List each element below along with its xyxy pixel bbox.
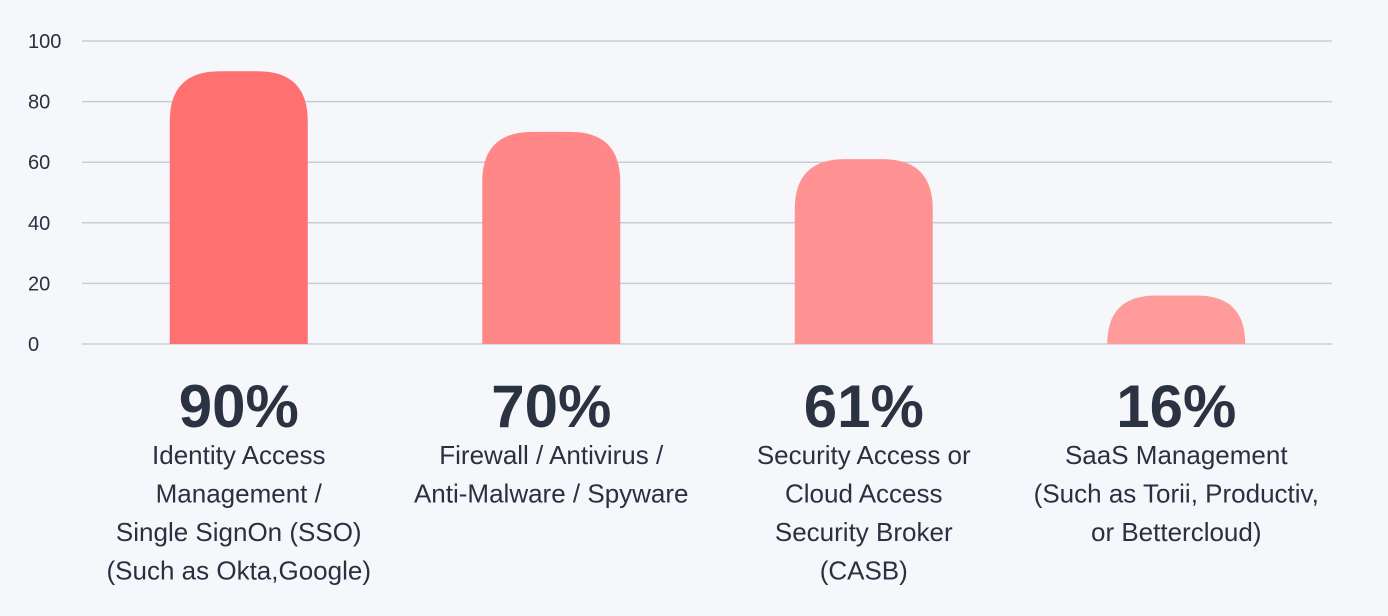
bar-1	[169, 71, 308, 345]
y-axis-ticks: 0 20 40 60 80 100	[28, 31, 61, 356]
bar-2	[482, 131, 621, 344]
category-label-1-line-2: Management /	[156, 479, 323, 509]
bar-4	[1107, 295, 1246, 344]
y-tick-label: 100	[28, 31, 61, 53]
category-label-3-line-1: Security Access or	[757, 440, 971, 470]
y-tick-label: 40	[28, 213, 50, 235]
category-label-4-line-2: (Such as Torii, Productiv,	[1034, 479, 1319, 509]
category-label-3-line-2: Cloud Access	[785, 479, 943, 509]
category-label-1-line-3: Single SignOn (SSO)	[116, 517, 362, 547]
category-label-4-line-1: SaaS Management	[1065, 440, 1288, 470]
category-labels: Identity Access Management / Single SignOn…	[107, 440, 1319, 586]
value-label-2: 70%	[491, 373, 611, 440]
y-tick-label: 0	[28, 334, 39, 356]
category-label-3-line-3: Security Broker	[775, 517, 953, 547]
bars	[169, 71, 1246, 345]
category-label-4-line-3: or Bettercloud)	[1091, 517, 1262, 547]
value-labels: 90% 70% 61% 16%	[179, 373, 1237, 440]
value-label-4: 16%	[1116, 373, 1236, 440]
value-label-3: 61%	[804, 373, 924, 440]
y-tick-label: 60	[28, 152, 50, 174]
y-tick-label: 80	[28, 92, 50, 114]
category-label-3-line-4: (CASB)	[820, 556, 908, 586]
category-label-2-line-1: Firewall / Antivirus /	[439, 440, 664, 470]
category-label-2-line-2: Anti-Malware / Spyware	[414, 479, 689, 509]
bar-3	[794, 159, 933, 344]
category-label-1-line-1: Identity Access	[152, 440, 325, 470]
y-tick-label: 20	[28, 273, 50, 295]
value-label-1: 90%	[179, 373, 299, 440]
category-label-1-line-4: (Such as Okta,Google)	[107, 556, 371, 586]
